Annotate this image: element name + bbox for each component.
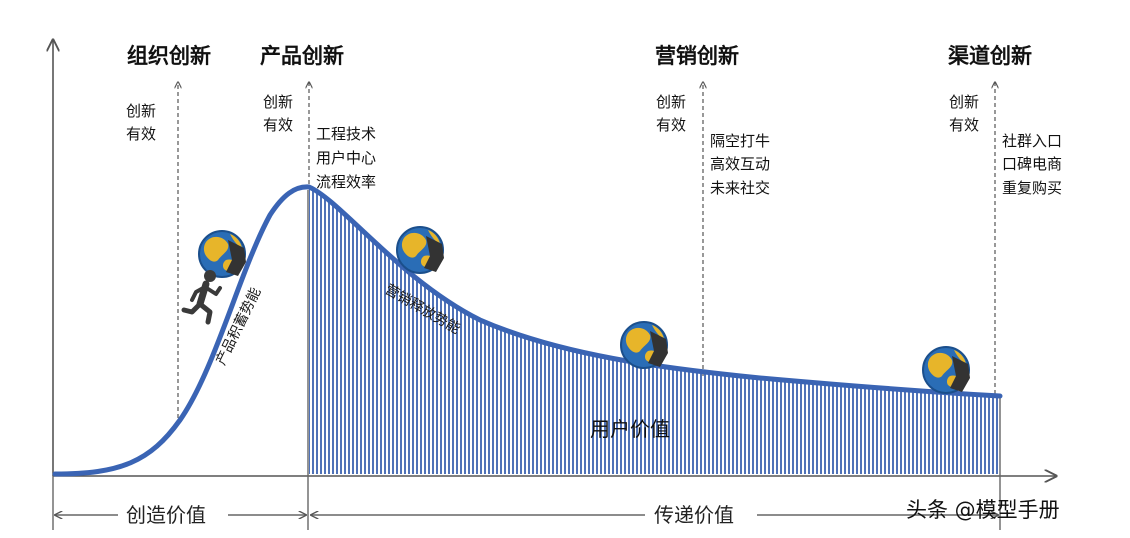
value-curve — [52, 184, 1003, 477]
stage-effect-4a: 创新 — [949, 93, 979, 111]
stage-point-2-1: 工程技术 — [316, 125, 376, 143]
user-value-label: 用户价值 — [590, 417, 670, 441]
stage-point-2-2: 用户中心 — [316, 149, 376, 167]
stage-point-4-2: 口碑电商 — [1002, 155, 1062, 173]
stage-effect-3b: 有效 — [656, 116, 686, 134]
stage-effect-1b: 有效 — [126, 125, 156, 143]
stage-effect-2a: 创新 — [263, 93, 293, 111]
user-value-area — [309, 187, 1000, 474]
stage-effect-4b: 有效 — [949, 116, 979, 134]
globe-icon — [396, 226, 445, 274]
watermark: 头条 @模型手册 — [906, 498, 1060, 522]
stage-title-org: 组织创新 — [127, 44, 211, 68]
stage-effect-1a: 创新 — [126, 102, 156, 120]
rise-label: 产品积蓄势能 — [213, 285, 264, 368]
stage-point-3-1: 隔空打牛 — [710, 132, 770, 150]
stage-effect-2b: 有效 — [263, 116, 293, 134]
stage-title-marketing: 营销创新 — [655, 44, 739, 68]
stage-title-product: 产品创新 — [260, 44, 344, 68]
create-value-label: 创造价值 — [126, 503, 206, 527]
globe-icon — [922, 346, 971, 394]
stage-title-channel: 渠道创新 — [948, 44, 1032, 68]
globe-icon — [620, 321, 669, 369]
stage-point-2-3: 流程效率 — [316, 173, 376, 191]
stage-point-4-3: 重复购买 — [1002, 179, 1062, 197]
stage-point-4-1: 社群入口 — [1002, 132, 1062, 150]
running-man-icon — [181, 270, 222, 325]
stage-effect-3a: 创新 — [656, 93, 686, 111]
stage-point-3-2: 高效互动 — [710, 155, 770, 173]
stage-point-3-3: 未来社交 — [710, 179, 770, 197]
globe-icon — [198, 230, 247, 278]
deliver-value-label: 传递价值 — [654, 503, 734, 527]
